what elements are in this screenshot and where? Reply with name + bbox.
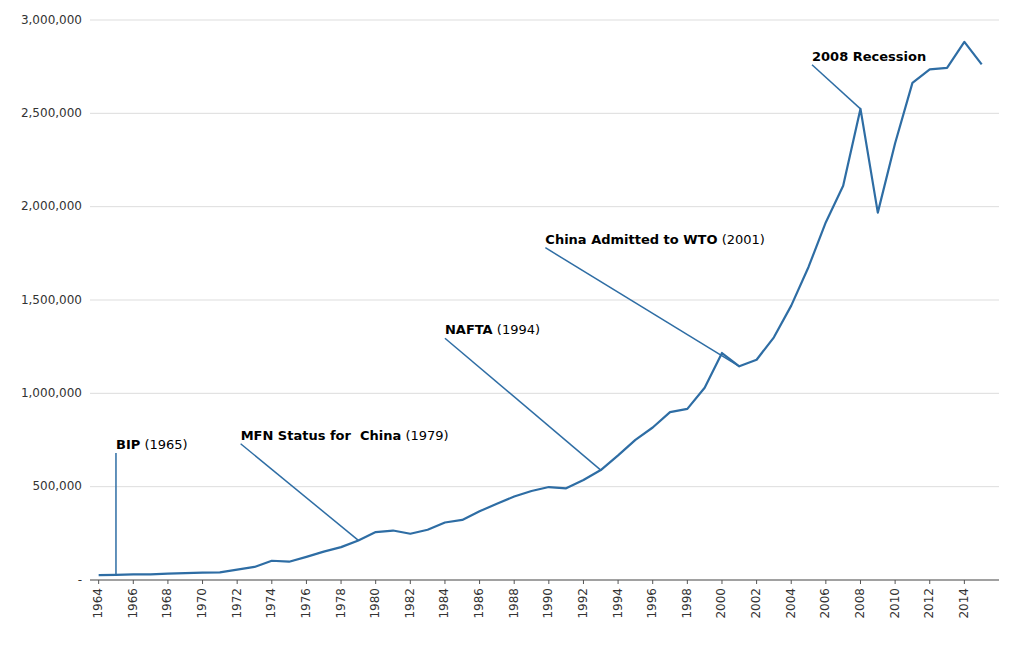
x-tick (548, 580, 549, 584)
grid-line (90, 580, 999, 581)
x-tick (306, 580, 307, 584)
x-tick-label: 1982 (403, 588, 417, 619)
annotation-bold: 2008 Recession (812, 49, 926, 64)
x-tick (583, 580, 584, 584)
annotation-normal: (1965) (140, 437, 187, 452)
grid (90, 20, 999, 580)
x-tick (514, 580, 515, 584)
x-tick-label: 1984 (437, 588, 451, 619)
chart: - 500,000 1,000,000 1,500,000 2,000,000 2,500… (0, 0, 1024, 652)
x-tick-label: 1974 (264, 588, 278, 619)
x-tick-label: 1980 (368, 588, 382, 619)
grid-line (90, 113, 999, 114)
x-tick-label: 1986 (472, 588, 486, 619)
x-tick-label: 1964 (91, 588, 105, 619)
x-tick (964, 580, 965, 584)
x-tick-label: 1978 (334, 588, 348, 619)
y-tick-label: 3,000,000 (21, 13, 82, 27)
annotation-normal: (1994) (493, 322, 540, 337)
x-tick-label: 1994 (611, 588, 625, 619)
grid-line (90, 300, 999, 301)
annotation: BIP (1965) (116, 437, 188, 452)
x-tick-label: 2000 (714, 588, 728, 619)
x-tick (167, 580, 168, 584)
plot-area (99, 42, 982, 575)
y-tick-label: 2,500,000 (21, 106, 82, 120)
grid-line (90, 393, 999, 394)
x-tick (929, 580, 930, 584)
annotation-normal: (1979) (401, 428, 448, 443)
x-tick (202, 580, 203, 584)
annotation-bold: China Admitted to WTO (545, 232, 717, 247)
annotation-bold: MFN Status for China (241, 428, 402, 443)
x-tick (479, 580, 480, 584)
x-tick (444, 580, 445, 584)
x-tick (237, 580, 238, 584)
annotation-bold: NAFTA (445, 322, 493, 337)
annotation-connector (115, 453, 117, 575)
x-tick (721, 580, 722, 584)
x-tick (271, 580, 272, 584)
y-tick-label: 500,000 (32, 479, 82, 493)
x-tick-label: 1970 (195, 588, 209, 619)
x-tick (687, 580, 688, 584)
x-tick (133, 580, 134, 584)
x-tick (895, 580, 896, 584)
annotation-connector (445, 338, 601, 470)
data-line (99, 42, 982, 575)
x-tick-label: 2012 (922, 588, 936, 619)
grid-line (90, 20, 999, 21)
annotation: 2008 Recession (812, 49, 926, 64)
x-tick-label: 2002 (749, 588, 763, 619)
x-tick (652, 580, 653, 584)
x-tick-label: 1998 (680, 588, 694, 619)
x-tick (410, 580, 411, 584)
x-tick-label: 2004 (784, 588, 798, 619)
x-tick-label: 1988 (507, 588, 521, 619)
x-tick-label: 1992 (576, 588, 590, 619)
x-tick-label: 1990 (541, 588, 555, 619)
x-tick (341, 580, 342, 584)
x-tick-label: 1976 (299, 588, 313, 619)
x-tick (98, 580, 99, 584)
annotation: China Admitted to WTO (2001) (545, 232, 765, 247)
x-tick-label: 1968 (160, 588, 174, 619)
x-tick (791, 580, 792, 584)
x-tick-label: 1996 (645, 588, 659, 619)
y-tick-label: - (78, 573, 82, 587)
annotation-bold: BIP (116, 437, 140, 452)
annotation-connector (241, 444, 359, 541)
y-tick-label: 1,000,000 (21, 386, 82, 400)
x-tick-label: 2008 (853, 588, 867, 619)
x-tick (825, 580, 826, 584)
x-tick (618, 580, 619, 584)
y-tick-label: 2,000,000 (21, 199, 82, 213)
x-tick (860, 580, 861, 584)
x-tick-label: 1966 (126, 588, 140, 619)
annotation: MFN Status for China (1979) (241, 428, 449, 443)
x-tick (756, 580, 757, 584)
x-axis-line (90, 580, 999, 581)
x-tick-label: 2010 (888, 588, 902, 619)
x-tick (375, 580, 376, 584)
annotation-connector (812, 65, 860, 109)
grid-line (90, 206, 999, 207)
y-tick-label: 1,500,000 (21, 293, 82, 307)
annotation-connector (545, 248, 739, 367)
annotation-normal: (2001) (718, 232, 765, 247)
x-tick-label: 2014 (957, 588, 971, 619)
x-tick-label: 1972 (230, 588, 244, 619)
x-tick-label: 2006 (818, 588, 832, 619)
annotation: NAFTA (1994) (445, 322, 540, 337)
